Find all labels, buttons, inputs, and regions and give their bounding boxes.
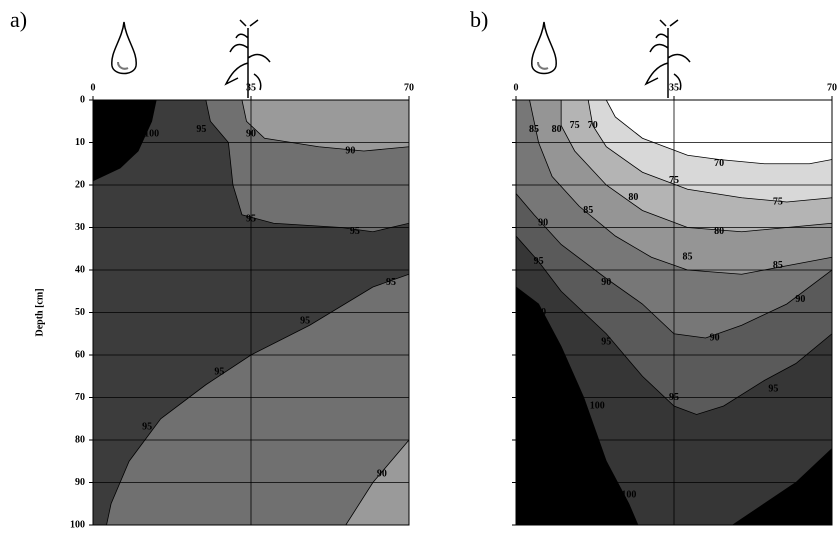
y-tick-label: 60 — [75, 349, 85, 360]
contour-label: 85 — [583, 205, 593, 216]
contour-label: 100 — [531, 307, 546, 318]
x-tick-label: 70 — [404, 82, 414, 93]
x-tick-label: 0 — [91, 82, 96, 93]
drop-icon — [112, 22, 136, 74]
y-axis-label: Depth [cm] — [34, 288, 45, 336]
contour-label: 100 — [770, 498, 785, 509]
y-tick-label: 40 — [75, 264, 85, 275]
contour-label: 90 — [538, 218, 548, 229]
panel-label: b) — [470, 7, 488, 32]
y-tick-label: 0 — [80, 94, 85, 105]
contour-label: 80 — [714, 226, 724, 237]
contour-label: 95 — [214, 366, 224, 377]
contour-label: 70 — [714, 158, 724, 169]
plant-icon — [646, 20, 690, 98]
contour-label: 100 — [590, 400, 605, 411]
contour-label: 90 — [710, 332, 720, 343]
x-tick-label: 0 — [514, 82, 519, 93]
figure: a) 0 10 20 30 40 50 60 70 80 90 100 0 35 70 100 95 90 90 95… — [0, 0, 837, 532]
contour-label: 85 — [683, 252, 693, 263]
contour-label: 100 — [144, 128, 159, 139]
y-tick-label: 80 — [75, 434, 85, 445]
contour-label: 75 — [669, 175, 679, 186]
contour-label: 75 — [773, 196, 783, 207]
contour-label: 90 — [795, 294, 805, 305]
contour-label: 95 — [601, 337, 611, 348]
contour-label: 70 — [588, 120, 598, 131]
contour-label: 85 — [773, 260, 783, 271]
y-tick-label: 100 — [70, 519, 85, 530]
y-tick-label: 50 — [75, 307, 85, 318]
y-tick-label: 20 — [75, 179, 85, 190]
contour-label: 80 — [628, 192, 638, 203]
contour-label: 95 — [300, 315, 310, 326]
plot-area — [93, 100, 409, 525]
contour-label: 95 — [246, 213, 256, 224]
contour-label: 95 — [768, 383, 778, 394]
contour-label: 95 — [669, 392, 679, 403]
drop-icon — [532, 22, 556, 74]
contour-label: 90 — [246, 128, 256, 139]
y-tick-label: 10 — [75, 137, 85, 148]
contour-label: 85 — [529, 124, 539, 135]
contour-label: 75 — [570, 120, 580, 131]
contour-label: 95 — [142, 422, 152, 433]
contour-label: 95 — [350, 226, 360, 237]
plot-area — [516, 100, 832, 525]
contour-plot: b) 0 35 70 85 80 75 70 70 75 75 85 80 80 90 85 85 95 90 90 9… — [470, 7, 837, 525]
contour-label: 95 — [196, 124, 206, 135]
x-tick-label: 70 — [827, 82, 837, 93]
panel-label: a) — [10, 7, 27, 32]
contour-label: 90 — [345, 145, 355, 156]
y-tick-label: 70 — [75, 392, 85, 403]
contour-label: 100 — [621, 490, 636, 501]
y-tick-label: 90 — [75, 477, 85, 488]
contour-label: 80 — [552, 124, 562, 135]
contour-label: 90 — [377, 468, 387, 479]
x-tick-label: 35 — [669, 82, 679, 93]
x-tick-label: 35 — [246, 82, 256, 93]
contour-label: 90 — [601, 277, 611, 288]
y-tick-label: 30 — [75, 222, 85, 233]
contour-plot: a) 0 10 20 30 40 50 60 70 80 90 100 0 35 70 100 95 90 90 95… — [10, 7, 414, 530]
contour-label: 95 — [386, 277, 396, 288]
contour-label: 95 — [534, 256, 544, 267]
